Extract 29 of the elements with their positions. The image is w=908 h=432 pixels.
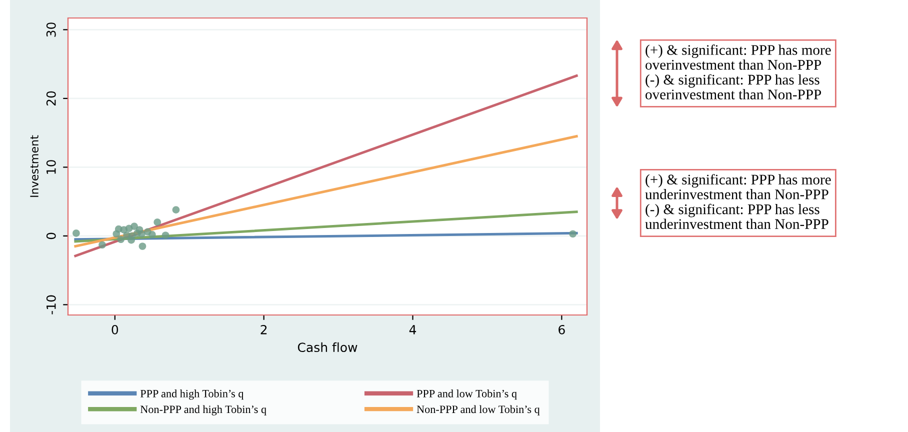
point: [98, 241, 106, 249]
legend-label: Non-PPP and low Tobin’s q: [416, 405, 540, 416]
point: [172, 206, 180, 214]
point: [72, 230, 80, 237]
y-tick-label: -10: [46, 295, 56, 314]
y-tick-label: 30: [46, 22, 56, 37]
point: [128, 236, 135, 244]
text: (+) & significant: PPP has more underinvestment than Non-PPP (-) & significant: PPP has less underinvestment than Non-PPP: [645, 174, 831, 230]
y-tick-label: 10: [46, 160, 56, 174]
point: [138, 230, 146, 238]
x-tick-label: 4: [409, 325, 416, 334]
text: (+) & significant: PPP has more overinvestment than Non-PPP (-) & significant: PPP has less overinvestment than Non-PPP: [646, 44, 831, 100]
y-tick-label: 0: [46, 232, 56, 240]
point: [162, 232, 170, 239]
point: [569, 230, 577, 238]
y-tick-label: 20: [46, 91, 56, 106]
x-tick-label: 6: [558, 324, 565, 334]
legend-label: PPP and low Tobin’s q: [416, 390, 517, 400]
x-axis-title: Cash flow: [298, 342, 358, 352]
point: [130, 222, 138, 230]
x-tick-label: 2: [260, 324, 267, 334]
legend-label: PPP and high Tobin’s q: [140, 390, 244, 400]
point: [138, 242, 146, 250]
point: [148, 230, 156, 238]
point: [117, 236, 125, 244]
y-axis-title: Investment: [30, 135, 38, 197]
point: [154, 218, 162, 226]
legend-label: Non-PPP and high Tobin’s q: [140, 405, 266, 416]
x-tick-label: 0: [112, 324, 118, 334]
